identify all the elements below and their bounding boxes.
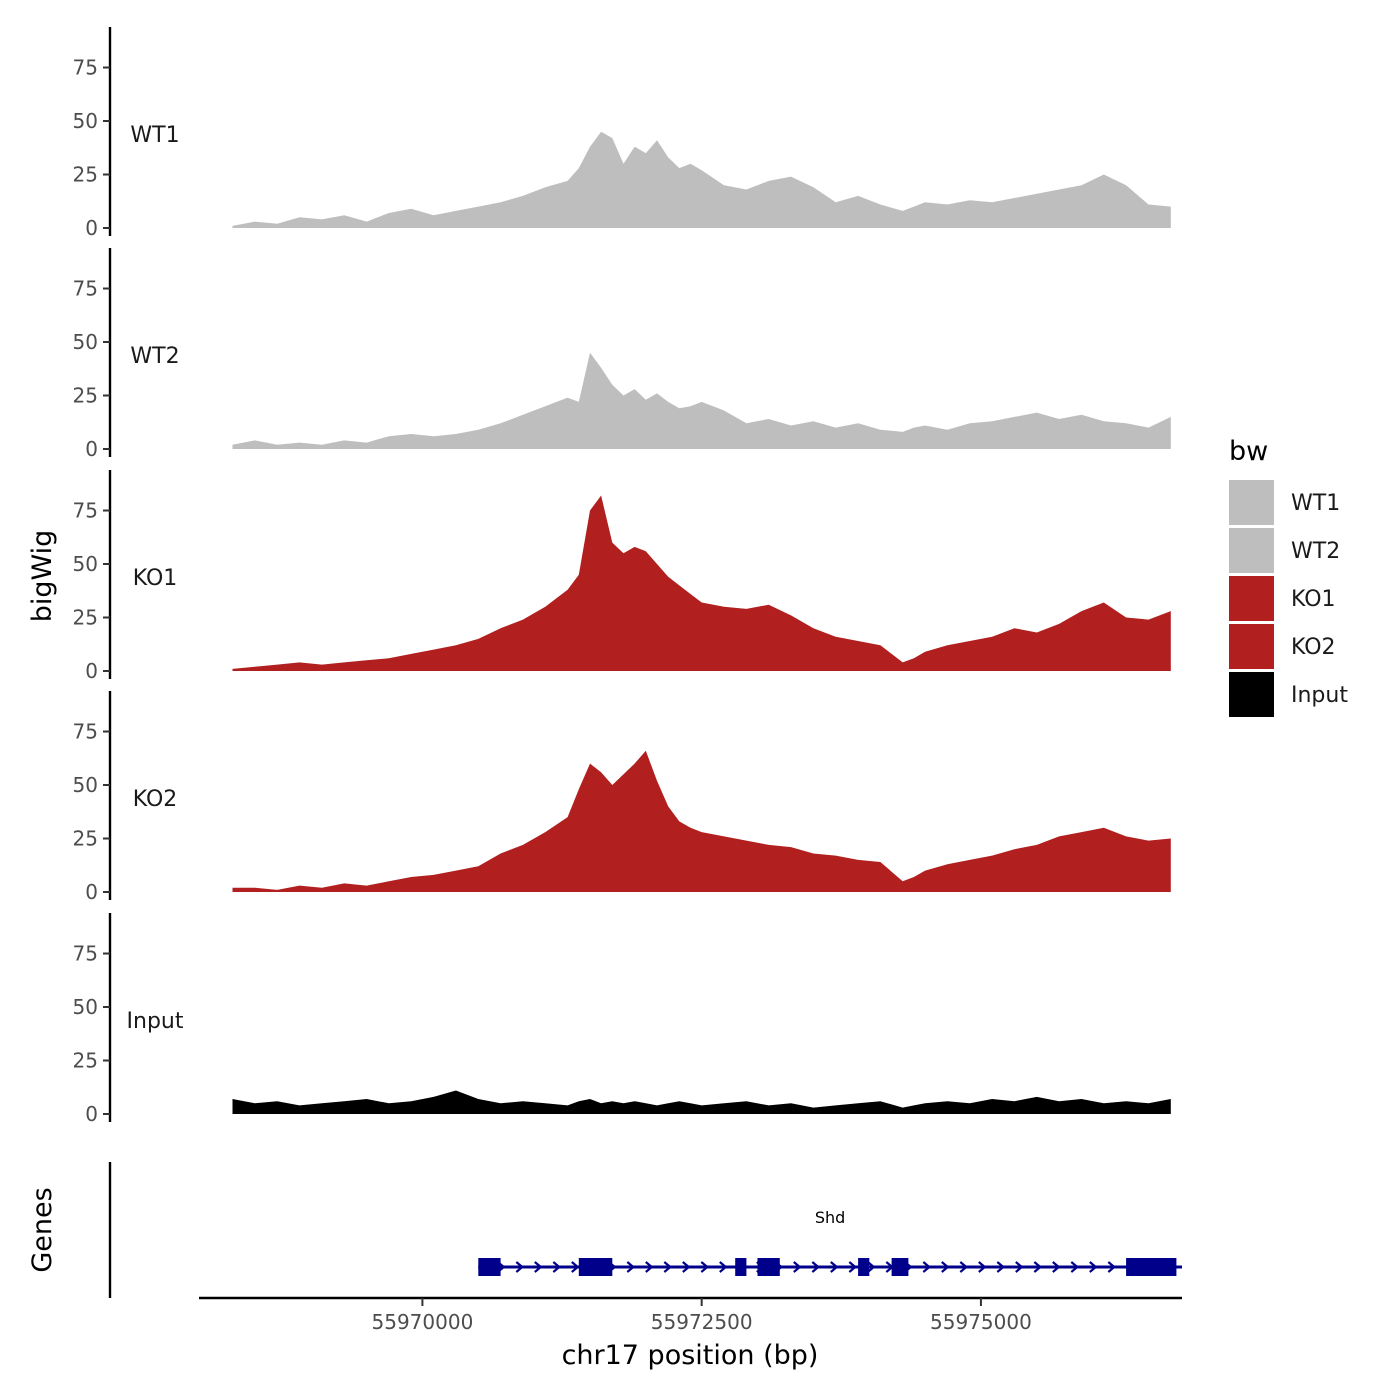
y-tick-label: 0 [85,880,98,904]
strand-arrow-icon [867,1261,876,1273]
track-label-ko2: KO2 [133,787,178,812]
strand-arrow-icon [978,1261,987,1273]
signal-area-ko1 [232,495,1171,671]
y-tick-label: 75 [73,942,98,966]
legend-swatch-ko2 [1229,624,1274,669]
exon-block [891,1258,909,1276]
strand-arrow-icon [1070,1261,1080,1273]
y-tick-label: 75 [73,720,98,744]
track-label-ko1: KO1 [133,566,178,591]
track-panel-ko2: 0 25 50 75 KO2 [73,691,1171,904]
y-tick-label: 75 [73,277,98,301]
strand-arrow-icon [1015,1261,1024,1273]
strand-arrow-icon [645,1261,654,1273]
strand-arrow-icon [571,1261,580,1273]
x-axis-title: chr17 position (bp) [562,1340,819,1371]
legend-swatch-wt1 [1229,480,1274,525]
exon-block [478,1258,501,1276]
y-tick-label: 75 [73,56,98,80]
legend-label-wt1: WT1 [1291,491,1340,516]
track-panel-wt2: 0 25 50 75 WT2 [73,248,1171,461]
y-tick-label: 0 [85,659,98,683]
strand-arrow-icon [719,1261,728,1273]
y-tick-label: 50 [73,552,98,576]
x-tick-label: 55975000 [930,1310,1032,1334]
y-tick-label: 25 [73,384,98,408]
strand-arrow-icon [682,1261,691,1273]
strand-arrow-icon [1107,1261,1117,1273]
track-label-wt1: WT1 [130,123,179,148]
signal-area-ko2 [232,750,1171,892]
exon-block [1126,1258,1177,1276]
strand-arrow-icon [793,1261,802,1273]
gene-name-label: Shd [815,1208,845,1227]
y-tick-label: 25 [73,163,98,187]
track-panel-input: 0 25 50 75 Input [73,913,1171,1126]
strand-arrow-icon [626,1261,636,1273]
bigwig-tracks: 0 25 50 75 WT1 0 25 50 75 WT2 0 25 50 75 KO1 0 25 50 75 KO2… [73,27,1171,1126]
signal-area-input [232,1090,1171,1114]
strand-arrow-icon [941,1261,950,1273]
y-tick-label: 50 [73,330,98,354]
x-tick-label: 55970000 [372,1310,474,1334]
exon-block [735,1258,747,1276]
strand-arrow-icon [959,1261,969,1273]
strand-arrow-icon [830,1261,839,1273]
y-axis-title: bigWig [27,530,58,623]
legend-swatch-input [1229,672,1274,717]
strand-arrow-icon [552,1261,562,1273]
y-tick-label: 75 [73,499,98,523]
legend-label-ko1: KO1 [1291,587,1336,612]
strand-arrow-icon [848,1261,858,1273]
x-axis: 55970000 55972500 55975000 [199,1296,1182,1334]
signal-area-wt1 [232,131,1171,228]
strand-arrow-icon [922,1261,932,1273]
strand-arrow-icon [1033,1261,1043,1273]
track-label-input: Input [127,1009,184,1034]
exon-block [757,1258,780,1276]
legend-label-ko2: KO2 [1291,635,1336,660]
signal-area-wt2 [232,352,1171,449]
y-tick-label: 25 [73,606,98,630]
track-panel-ko1: 0 25 50 75 KO1 [73,470,1171,683]
legend-title: bw [1229,436,1268,467]
strand-arrow-icon [515,1261,525,1273]
strand-arrow-icon [534,1261,543,1273]
strand-arrow-icon [1089,1261,1098,1273]
y-tick-label: 50 [73,773,98,797]
legend-label-input: Input [1291,683,1348,708]
track-label-wt2: WT2 [130,344,179,369]
strand-arrow-icon [1052,1261,1061,1273]
strand-arrow-icon [663,1261,673,1273]
legend-swatch-ko1 [1229,576,1274,621]
exon-block [858,1258,870,1276]
y-tick-label: 0 [85,216,98,240]
y-tick-label: 25 [73,827,98,851]
y-tick-label: 50 [73,995,98,1019]
exon-block [578,1258,613,1276]
legend: bw WT1 WT2 KO1 KO2 Input [1229,436,1348,717]
y-tick-label: 0 [85,437,98,461]
y-tick-label: 0 [85,1102,98,1126]
genes-axis-title: Genes [27,1187,58,1272]
genes-panel: Genes Shd [27,1162,1182,1298]
strand-arrow-icon [996,1261,1006,1273]
strand-arrow-icon [700,1261,710,1273]
x-tick-label: 55972500 [651,1310,753,1334]
legend-label-wt2: WT2 [1291,539,1340,564]
track-panel-wt1: 0 25 50 75 WT1 [73,27,1171,240]
strand-arrow-icon [811,1261,821,1273]
legend-swatch-wt2 [1229,528,1274,573]
y-tick-label: 50 [73,109,98,133]
y-tick-label: 25 [73,1049,98,1073]
gene-model: Shd [478,1208,1182,1276]
